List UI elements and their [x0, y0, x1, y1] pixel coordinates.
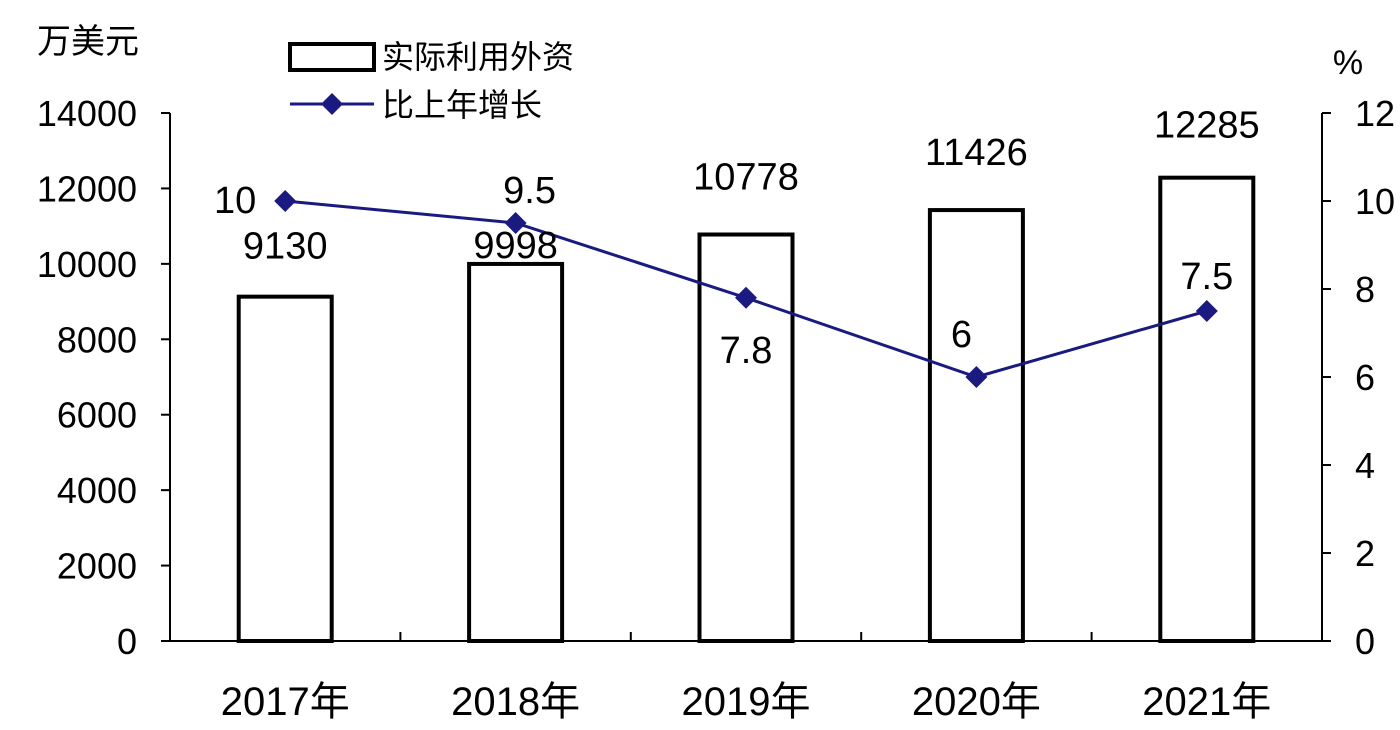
data-labels: 9130 9998 10778 11426 12285 10 9.5 7.8 6 7.5 — [214, 105, 1260, 372]
bar — [236, 294, 334, 643]
legend-line-marker — [321, 93, 343, 115]
left-tick-label: 2000 — [57, 546, 137, 587]
left-tick-label: 8000 — [57, 319, 137, 360]
right-tick-label: 2 — [1355, 533, 1375, 574]
axes: 0 2000 4000 6000 8000 10000 12000 14000 万美元 0 2 4 6 8… — [37, 23, 1395, 724]
bars — [236, 175, 1256, 643]
growth-value-label: 10 — [214, 180, 256, 222]
growth-point — [735, 286, 757, 309]
left-tick-label: 14000 — [37, 93, 137, 134]
x-category-label: 2019年 — [682, 680, 811, 724]
x-category-label: 2020年 — [912, 680, 1041, 724]
legend-line-label: 比上年增长 — [382, 87, 542, 123]
bar-value-label: 9130 — [243, 226, 328, 268]
growth-value-label: 7.8 — [720, 330, 773, 372]
legend-bar-swatch — [288, 42, 376, 72]
growth-value-label: 9.5 — [503, 170, 556, 212]
left-tick-label: 4000 — [57, 470, 137, 511]
bar-value-label: 12285 — [1154, 105, 1260, 147]
x-category-label: 2021年 — [1142, 680, 1271, 724]
left-tick-label: 12000 — [37, 168, 137, 209]
x-category-label: 2017年 — [221, 680, 350, 724]
right-axis-unit: % — [1333, 44, 1363, 82]
growth-value-label: 7.5 — [1180, 256, 1233, 298]
right-tick-label: 8 — [1355, 269, 1375, 310]
x-category-label: 2018年 — [451, 680, 580, 724]
left-tick-label: 10000 — [37, 244, 137, 285]
right-tick-label: 6 — [1355, 357, 1375, 398]
growth-point — [965, 366, 988, 388]
left-tick-label: 0 — [117, 621, 137, 662]
growth-value-label: 6 — [951, 314, 972, 356]
right-tick-label: 10 — [1355, 181, 1395, 222]
growth-point — [504, 212, 527, 234]
bar — [1158, 175, 1256, 643]
legend-bar-label: 实际利用外资 — [382, 39, 574, 75]
bar-value-label: 9998 — [473, 225, 558, 267]
growth-point — [1195, 300, 1218, 322]
bar — [467, 261, 565, 643]
growth-line — [274, 190, 1218, 388]
bar — [927, 208, 1025, 643]
right-tick-label: 12 — [1355, 93, 1395, 134]
right-tick-label: 4 — [1355, 445, 1375, 486]
growth-point — [274, 190, 297, 212]
left-tick-label: 6000 — [57, 395, 137, 436]
bar-value-label: 10778 — [693, 157, 799, 199]
right-tick-label: 0 — [1355, 621, 1375, 662]
bar-value-label: 11426 — [925, 132, 1028, 174]
left-axis-unit: 万美元 — [37, 23, 139, 61]
